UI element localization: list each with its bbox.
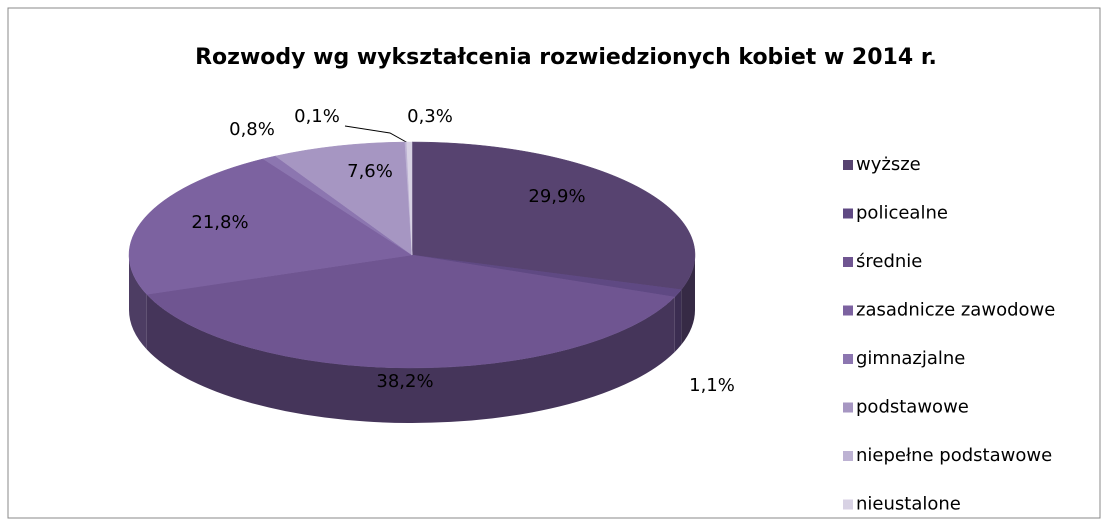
data-label: 1,1% (689, 375, 735, 396)
legend-label: wyższe (856, 154, 921, 175)
data-label: 0,8% (229, 119, 275, 140)
data-label: 7,6% (347, 161, 393, 182)
slice (146, 254, 676, 369)
data-label: 21,8% (191, 212, 248, 233)
slice-side (681, 255, 695, 345)
legend-swatch (843, 499, 853, 510)
legend-swatch (843, 305, 853, 316)
slice-side (146, 294, 675, 423)
legend-swatch (843, 257, 853, 267)
legend-label: zasadnicze zawodowe (856, 300, 1055, 321)
slice (128, 158, 413, 295)
legend-swatch (843, 160, 853, 170)
legend-label: niepełne podstawowe (856, 445, 1052, 466)
legend-swatch (843, 208, 853, 219)
data-label: 29,9% (528, 186, 585, 207)
slice-side (674, 289, 682, 353)
leader-line (344, 125, 409, 144)
legend-swatch (843, 451, 853, 461)
legend-label: gimnazjalne (856, 348, 965, 369)
legend-label: policealne (856, 203, 948, 224)
legend-swatch (843, 354, 853, 364)
data-label: 0,3% (407, 106, 453, 127)
chart-title: Rozwody wg wykształcenia rozwiedzionych … (195, 45, 937, 70)
legend-label: nieustalone (856, 494, 961, 515)
data-label: 38,2% (376, 371, 433, 392)
slice (274, 141, 413, 256)
slice (411, 141, 696, 290)
slice-side (129, 255, 147, 350)
slice (406, 141, 413, 256)
legend-label: średnie (856, 251, 922, 272)
legend-swatch (843, 402, 853, 413)
legend-label: podstawowe (856, 397, 969, 418)
data-label: 0,1% (294, 106, 340, 127)
